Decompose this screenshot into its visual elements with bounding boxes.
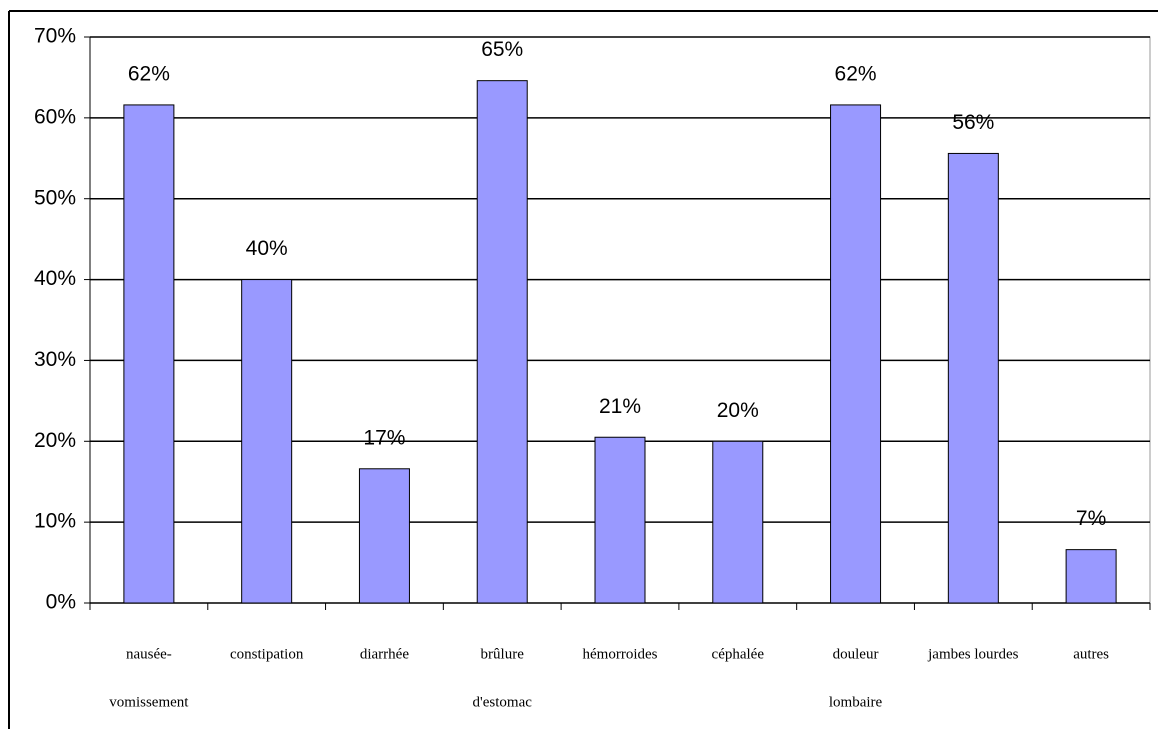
y-tick-label: 30% [34, 348, 76, 371]
value-label: 17% [363, 426, 405, 449]
value-label: 62% [128, 62, 170, 85]
value-label: 65% [481, 38, 523, 61]
x-tick-label: hémorroides [583, 646, 658, 662]
bar [947, 152, 999, 604]
x-tick-label: vomissement [109, 694, 189, 710]
value-label: 20% [717, 399, 759, 422]
x-tick-label: constipation [230, 646, 304, 662]
y-tick-label: 60% [34, 105, 76, 128]
bar [1065, 549, 1117, 604]
bar [358, 468, 410, 604]
x-tick-label: céphalée [712, 646, 765, 662]
value-label: 56% [952, 111, 994, 134]
value-label: 7% [1076, 507, 1106, 530]
y-tick-label: 70% [34, 25, 76, 48]
bar [476, 80, 528, 604]
y-tick-label: 50% [34, 186, 76, 209]
y-tick-label: 40% [34, 267, 76, 290]
x-tick-label: douleur [833, 646, 879, 662]
x-tick-label: d'estomac [473, 694, 533, 710]
bar [594, 436, 646, 604]
y-tick-label: 10% [34, 510, 76, 533]
value-label: 21% [599, 395, 641, 418]
x-tick-label: autres [1073, 646, 1109, 662]
bar [241, 279, 293, 604]
y-tick-label: 20% [34, 429, 76, 452]
x-tick-label: lombaire [829, 694, 883, 710]
x-tick-label: brûlure [481, 646, 525, 662]
bar [830, 104, 882, 604]
x-tick-label: diarrhée [360, 646, 409, 662]
value-label: 40% [246, 237, 288, 260]
x-tick-label: nausée- [126, 646, 172, 662]
bar [712, 440, 764, 604]
x-tick-label: jambes lourdes [927, 646, 1019, 662]
value-label: 62% [835, 62, 877, 85]
bar [123, 104, 175, 604]
y-tick-label: 0% [46, 591, 76, 614]
